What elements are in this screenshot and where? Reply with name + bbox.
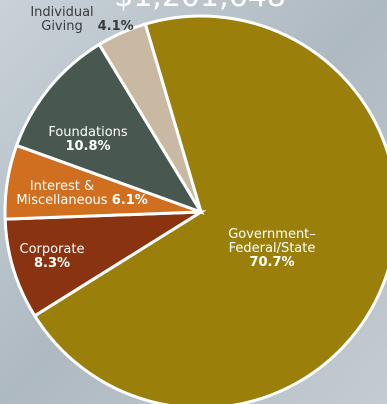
- label-line: Corporate: [20, 242, 85, 257]
- pie-slice: [32, 14, 387, 404]
- value-label: 4.1%: [98, 19, 134, 34]
- pie-slice: [97, 22, 203, 213]
- value-label: 8.3%: [34, 256, 70, 271]
- label-line: Giving: [41, 19, 82, 34]
- slice-label: Foundations: [48, 125, 128, 140]
- value-label: 70.7%: [249, 255, 294, 270]
- value-label: 6.1%: [112, 193, 148, 208]
- slice-label: Government– Federal/State: [228, 227, 316, 256]
- label-line: Individual: [30, 5, 93, 20]
- pie-slice: [14, 42, 205, 215]
- label-line: Interest &: [30, 179, 94, 194]
- label-line: Federal/State: [229, 241, 316, 256]
- label-line: Miscellaneous: [16, 193, 107, 208]
- slice-label: Individual Giving: [30, 5, 93, 34]
- label-line: Foundations: [48, 125, 128, 140]
- chart-title: $1,201,648: [114, 0, 286, 14]
- slice-label: Interest & Miscellaneous: [16, 179, 107, 208]
- pie-slice: [3, 210, 207, 318]
- label-line: Government–: [228, 227, 316, 242]
- slice-label: Corporate: [20, 242, 85, 257]
- value-label: 10.8%: [65, 139, 110, 154]
